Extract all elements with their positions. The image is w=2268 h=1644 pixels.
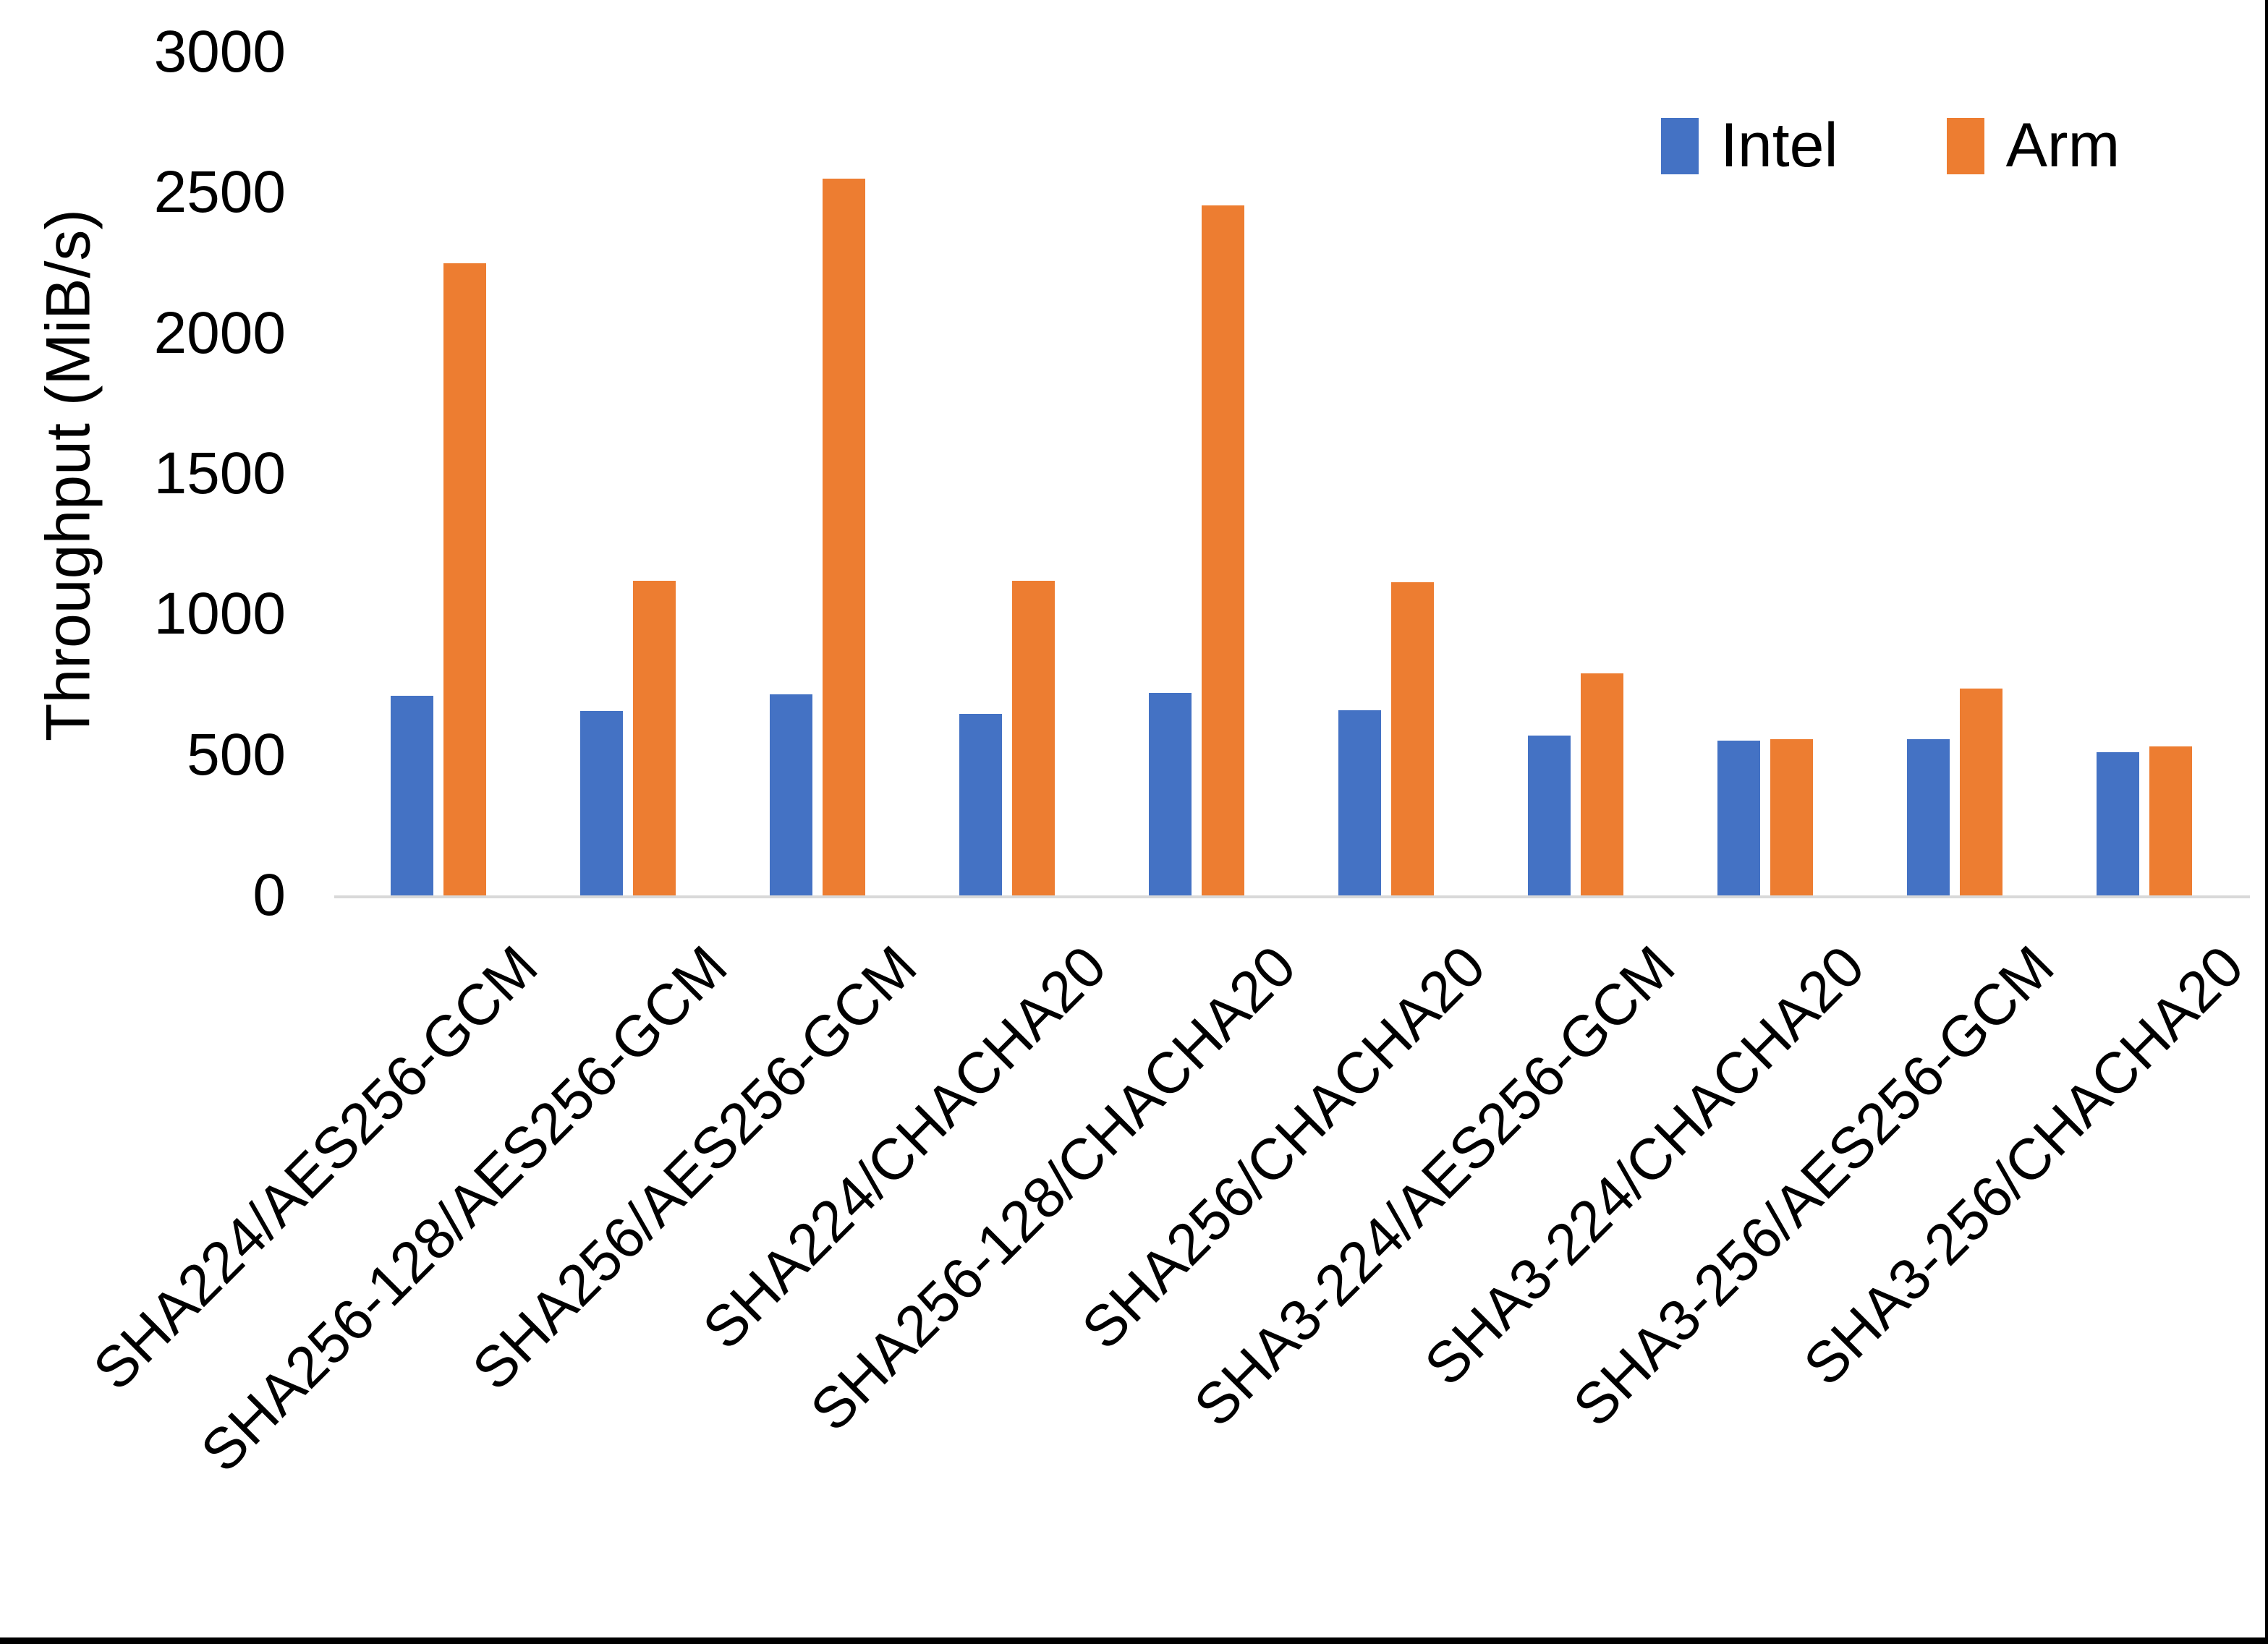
y-tick-label: 1000 (153, 581, 286, 647)
legend: Intel Arm (1661, 110, 2120, 182)
plot-area (344, 54, 2239, 897)
bar-arm (1770, 739, 1813, 897)
bar-arm (443, 263, 486, 897)
legend-item-intel: Intel (1661, 110, 1838, 182)
legend-label: Arm (2005, 111, 2120, 180)
bar-arm (1391, 582, 1434, 897)
bar-arm (1960, 689, 2002, 897)
bar-arm (1012, 581, 1055, 897)
y-tick-label: 3000 (153, 19, 286, 85)
legend-label: Intel (1720, 111, 1838, 180)
bar-intel (1907, 739, 1950, 897)
y-tick-label: 1500 (153, 440, 286, 507)
bar-intel (580, 711, 623, 897)
bar-intel (2097, 752, 2139, 897)
bar-intel (770, 694, 812, 897)
y-tick-label: 2500 (153, 159, 286, 226)
bar-intel (1528, 736, 1571, 897)
legend-item-arm: Arm (1946, 110, 2120, 182)
bar-intel (959, 714, 1002, 897)
bar-intel (1717, 741, 1760, 897)
bar-arm (823, 179, 865, 897)
bar-intel (1338, 710, 1381, 897)
bar-arm (1202, 205, 1244, 897)
bar-intel (391, 696, 433, 897)
legend-swatch-arm (1946, 117, 1984, 174)
bar-arm (633, 581, 676, 897)
bar-arm (2149, 746, 2192, 897)
x-axis-line (334, 895, 2250, 898)
legend-swatch-intel (1661, 117, 1699, 174)
y-tick-label: 500 (187, 721, 286, 788)
y-tick-label: 2000 (153, 299, 286, 366)
bar-arm (1581, 673, 1623, 897)
y-tick-label: 0 (252, 862, 286, 929)
bar-intel (1149, 693, 1192, 897)
